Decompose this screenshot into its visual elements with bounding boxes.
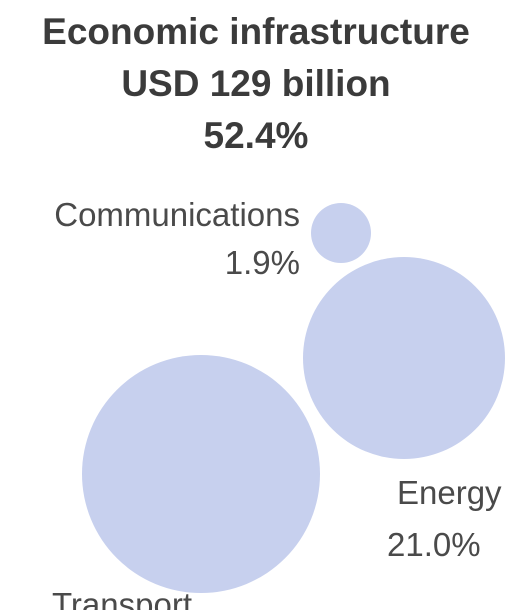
communications-value-label: 1.9% — [225, 244, 300, 281]
title-line-1: Economic infrastructure — [42, 11, 470, 52]
title-line-2: USD 129 billion — [121, 63, 391, 104]
bubble-communications — [311, 203, 371, 263]
communications-name-label: Communications — [54, 196, 300, 233]
bubble-transport — [82, 355, 320, 593]
title-line-3: 52.4% — [203, 115, 309, 156]
chart-title: Economic infrastructure USD 129 billion … — [0, 6, 512, 162]
energy-value-label: 21.0% — [387, 526, 481, 563]
energy-name-label: Energy — [397, 474, 502, 511]
bubble-energy — [303, 257, 505, 459]
transport-name-label: Transport — [52, 586, 192, 610]
